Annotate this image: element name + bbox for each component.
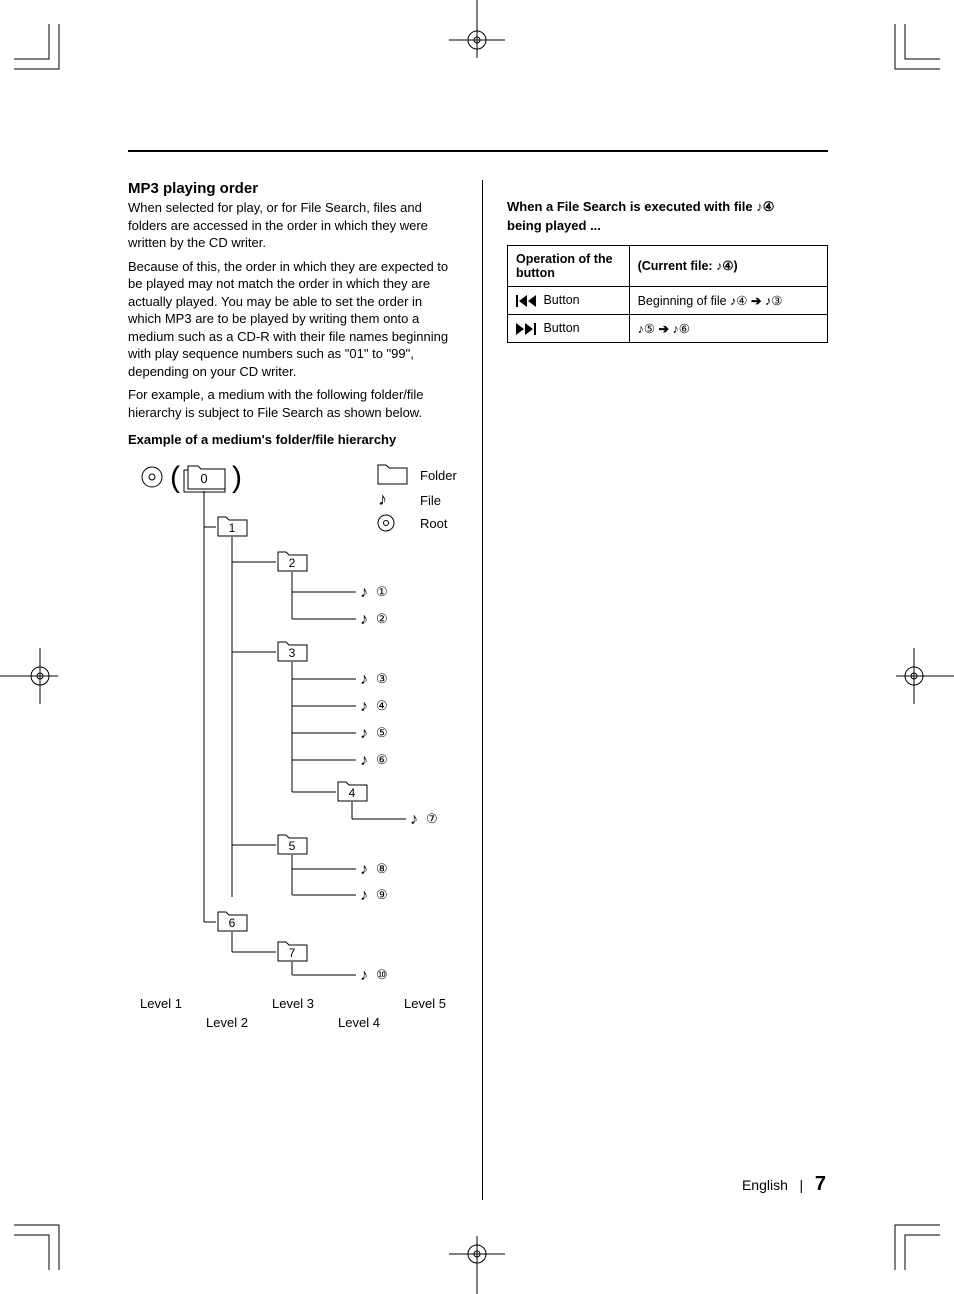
- crop-mark-tr: [880, 24, 940, 84]
- page-number: 7: [815, 1173, 826, 1195]
- crop-mark-br: [880, 1210, 940, 1270]
- svg-text:♪: ♪: [360, 698, 368, 715]
- svg-text:2: 2: [289, 556, 296, 570]
- prev-track-icon: [516, 295, 536, 307]
- paragraph: When selected for play, or for File Sear…: [128, 199, 458, 252]
- registration-mark-bottom: [447, 1234, 507, 1294]
- level-label: Level 5: [392, 996, 458, 1011]
- svg-text:3: 3: [289, 646, 296, 660]
- section-heading: MP3 playing order: [128, 180, 458, 197]
- svg-text:): ): [232, 461, 242, 494]
- registration-mark-top: [447, 0, 507, 60]
- level-labels-row2: Level 2 Level 4: [128, 1015, 458, 1030]
- svg-text:③: ③: [376, 671, 388, 686]
- result-cell: ♪⑤ ➔ ♪⑥: [629, 314, 827, 342]
- svg-text:4: 4: [349, 786, 356, 800]
- table-header: Operation of the button: [508, 245, 630, 286]
- table-row: Button ♪⑤ ➔ ♪⑥: [508, 314, 828, 342]
- paragraph: Because of this, the order in which they…: [128, 258, 458, 381]
- svg-text:②: ②: [376, 611, 388, 626]
- svg-text:⑧: ⑧: [376, 861, 388, 876]
- hierarchy-diagram: ( ) 0 Folder ♪ File Root: [128, 457, 458, 1030]
- content-columns: MP3 playing order When selected for play…: [128, 180, 828, 1200]
- crop-mark-tl: [14, 24, 74, 84]
- level-labels-row1: Level 1 Level 3 Level 5: [128, 996, 458, 1011]
- svg-text:④: ④: [376, 698, 388, 713]
- svg-text:♪: ♪: [360, 671, 368, 688]
- page-rule: [128, 150, 828, 152]
- right-column: When a File Search is executed with file…: [507, 180, 828, 1200]
- svg-text:⑥: ⑥: [376, 752, 388, 767]
- registration-mark-right: [894, 646, 954, 706]
- svg-text:①: ①: [376, 584, 388, 599]
- svg-text:File: File: [420, 493, 441, 508]
- svg-text:♪: ♪: [360, 861, 368, 878]
- svg-text:5: 5: [289, 839, 296, 853]
- crop-mark-bl: [14, 1210, 74, 1270]
- table-header: (Current file: ♪④): [629, 245, 827, 286]
- svg-text:♪: ♪: [410, 811, 418, 828]
- button-label: Button: [540, 293, 580, 307]
- level-label: Level 2: [194, 1015, 260, 1030]
- file-search-heading: When a File Search is executed with file…: [507, 198, 828, 235]
- svg-text:7: 7: [289, 946, 296, 960]
- svg-text:♪: ♪: [360, 725, 368, 742]
- table-row: Button Beginning of file ♪④ ➔ ♪③: [508, 286, 828, 314]
- svg-text:♪: ♪: [360, 611, 368, 628]
- next-track-icon: [516, 323, 536, 335]
- svg-text:♪: ♪: [378, 489, 387, 509]
- svg-text:⑨: ⑨: [376, 887, 388, 902]
- svg-text:⑩: ⑩: [376, 967, 388, 982]
- registration-mark-left: [0, 646, 60, 706]
- svg-text:(: (: [170, 461, 180, 494]
- example-heading: Example of a medium's folder/file hierar…: [128, 432, 458, 447]
- svg-text:Root: Root: [420, 516, 448, 531]
- svg-text:⑦: ⑦: [426, 811, 438, 826]
- svg-text:♪: ♪: [360, 752, 368, 769]
- level-label: Level 4: [326, 1015, 392, 1030]
- svg-text:♪: ♪: [360, 887, 368, 904]
- svg-text:⑤: ⑤: [376, 725, 388, 740]
- level-label: Level 1: [128, 996, 194, 1011]
- svg-text:♪: ♪: [360, 584, 368, 601]
- left-column: MP3 playing order When selected for play…: [128, 180, 458, 1200]
- svg-text:0: 0: [200, 471, 207, 486]
- column-divider: [482, 180, 483, 1200]
- page-footer: English | 7: [742, 1173, 826, 1196]
- level-label: Level 3: [260, 996, 326, 1011]
- language-label: English: [742, 1177, 788, 1193]
- svg-text:1: 1: [229, 521, 236, 535]
- paragraph: For example, a medium with the following…: [128, 386, 458, 421]
- result-cell: Beginning of file ♪④ ➔ ♪③: [629, 286, 827, 314]
- svg-text:Folder: Folder: [420, 468, 458, 483]
- button-label: Button: [540, 321, 580, 335]
- svg-text:♪: ♪: [360, 967, 368, 984]
- svg-text:6: 6: [229, 916, 236, 930]
- operation-table: Operation of the button (Current file: ♪…: [507, 245, 828, 343]
